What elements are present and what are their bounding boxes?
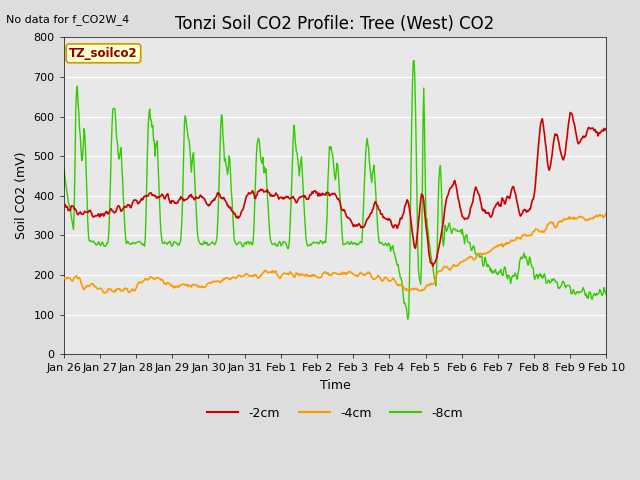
-2cm <box>125 202 133 208</box>
-2cm <box>70 204 77 210</box>
-4cm <box>126 288 134 294</box>
-8cm <box>180 120 188 126</box>
-8cm <box>603 292 611 298</box>
-4cm <box>402 287 410 293</box>
-2cm <box>417 198 424 204</box>
-8cm <box>209 240 217 246</box>
X-axis label: Time: Time <box>320 379 351 392</box>
-8cm <box>70 227 77 232</box>
-2cm <box>180 198 188 204</box>
Title: Tonzi Soil CO2 Profile: Tree (West) CO2: Tonzi Soil CO2 Profile: Tree (West) CO2 <box>175 15 495 33</box>
Line: -4cm: -4cm <box>64 213 607 293</box>
-4cm <box>181 282 189 288</box>
Y-axis label: Soil CO2 (mV): Soil CO2 (mV) <box>15 152 28 240</box>
-4cm <box>210 279 218 285</box>
-4cm <box>418 287 426 293</box>
-8cm <box>410 58 418 63</box>
Text: No data for f_CO2W_4: No data for f_CO2W_4 <box>6 14 130 25</box>
-2cm <box>209 197 217 203</box>
-2cm <box>401 203 409 209</box>
-8cm <box>401 300 409 306</box>
Text: TZ_soilco2: TZ_soilco2 <box>69 47 138 60</box>
-2cm <box>566 109 574 115</box>
Legend: -2cm, -4cm, -8cm: -2cm, -4cm, -8cm <box>202 402 468 424</box>
-4cm <box>100 290 108 296</box>
-8cm <box>419 198 426 204</box>
Line: -2cm: -2cm <box>64 112 607 266</box>
-2cm <box>603 126 611 132</box>
-2cm <box>60 202 68 208</box>
-8cm <box>125 241 133 247</box>
-4cm <box>70 276 77 282</box>
-8cm <box>60 165 68 170</box>
-4cm <box>60 276 68 282</box>
-2cm <box>429 264 436 269</box>
-8cm <box>404 317 412 323</box>
Line: -8cm: -8cm <box>64 60 607 320</box>
-4cm <box>603 210 611 216</box>
